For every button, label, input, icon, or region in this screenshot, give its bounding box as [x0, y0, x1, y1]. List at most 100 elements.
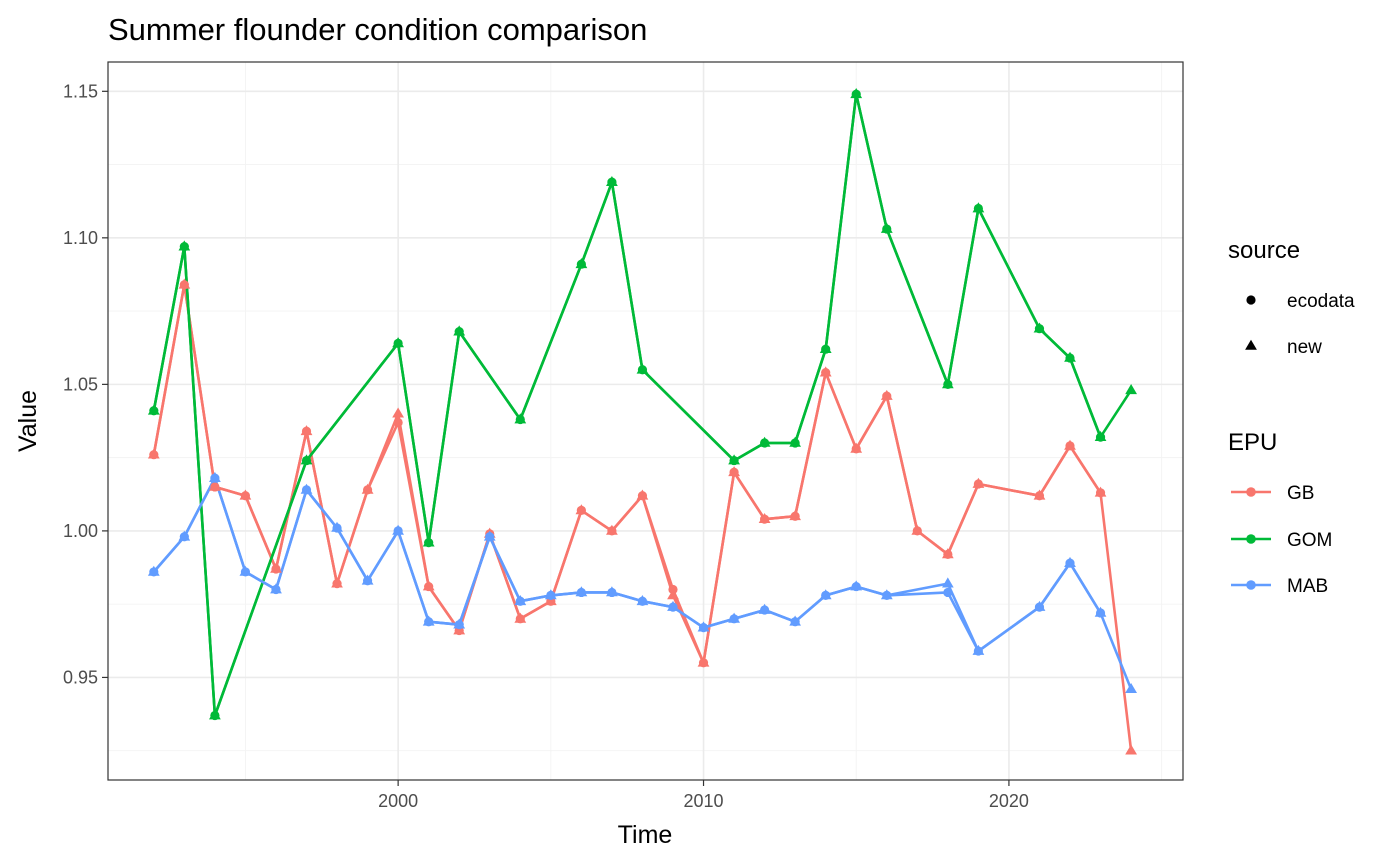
data-point-gom-ecodata — [943, 379, 953, 389]
data-point-mab-ecodata — [882, 590, 892, 600]
data-point-gb-ecodata — [576, 505, 586, 515]
data-point-mab-ecodata — [179, 532, 189, 542]
data-point-gom-ecodata — [1065, 353, 1075, 363]
data-point-gom-ecodata — [760, 438, 770, 448]
series-line-gom-new — [152, 92, 1133, 717]
data-point-gom-ecodata — [1034, 324, 1045, 334]
data-point-mab-ecodata — [1095, 608, 1106, 618]
data-point-gom-ecodata — [790, 438, 800, 448]
data-point-mab-ecodata — [668, 602, 678, 612]
data-point-gb-ecodata — [882, 391, 892, 401]
legend-label-mab: MAB — [1287, 576, 1328, 597]
legend-title-source: source — [1228, 237, 1300, 264]
data-point-gb-ecodata — [179, 280, 189, 290]
data-point-gb-ecodata — [943, 549, 953, 559]
legend-key-new — [1245, 339, 1257, 350]
data-point-gb-ecodata — [851, 444, 861, 454]
data-point-gom-ecodata — [607, 177, 617, 187]
data-point-gb-ecodata — [393, 417, 403, 428]
data-point-gb-ecodata — [790, 511, 800, 521]
y-tick-label: 1.00 — [63, 521, 98, 541]
data-point-mab-ecodata — [760, 605, 770, 615]
data-point-gb-ecodata — [424, 581, 434, 592]
y-tick-label: 1.10 — [63, 228, 98, 248]
data-point-gb-ecodata — [973, 479, 983, 489]
data-point-mab-ecodata — [790, 617, 800, 627]
x-tick-label: 2010 — [684, 791, 724, 811]
y-tick-label: 1.15 — [63, 81, 98, 101]
data-point-gom-new — [1125, 384, 1137, 395]
data-point-mab-ecodata — [698, 623, 709, 633]
x-axis-title: Time — [618, 821, 673, 849]
data-point-mab-ecodata — [240, 567, 251, 577]
data-point-gom-ecodata — [393, 338, 403, 348]
legend-key-point-gom — [1246, 534, 1256, 544]
data-point-mab-ecodata — [637, 596, 648, 606]
data-point-gb-ecodata — [332, 579, 342, 589]
data-point-gom-ecodata — [973, 203, 983, 214]
data-point-mab-ecodata — [943, 587, 953, 598]
data-point-gb-new — [667, 589, 679, 600]
data-point-gom-ecodata — [576, 259, 586, 269]
data-point-mab-ecodata — [546, 590, 556, 600]
legend-label-new: new — [1287, 337, 1322, 358]
data-point-mab-new — [942, 577, 954, 588]
data-point-mab-new — [1125, 683, 1137, 693]
y-axis-title: Value — [14, 390, 42, 452]
data-point-mab-ecodata — [515, 596, 525, 606]
legend-key-ecodata — [1246, 295, 1256, 305]
data-point-gb-ecodata — [362, 485, 373, 495]
data-point-gom-ecodata — [210, 710, 220, 721]
series-lines — [152, 92, 1133, 751]
data-point-gom-ecodata — [1095, 432, 1106, 442]
data-point-mab-ecodata — [362, 576, 373, 586]
plot-panel — [107, 61, 1184, 781]
data-point-gb-ecodata — [668, 584, 678, 595]
data-point-mab-ecodata — [424, 617, 434, 627]
legend-key-point-gb — [1246, 487, 1256, 497]
y-tick-label: 1.05 — [63, 374, 98, 394]
data-point-gb-ecodata — [912, 526, 922, 536]
data-point-gb-ecodata — [637, 491, 648, 501]
data-point-gb-new — [392, 407, 404, 418]
data-point-gom-ecodata — [149, 406, 159, 416]
data-point-mab-ecodata — [851, 581, 861, 592]
data-point-mab-ecodata — [485, 532, 495, 542]
data-point-mab-ecodata — [454, 620, 464, 630]
data-point-gb-ecodata — [1065, 441, 1075, 451]
data-point-gb-ecodata — [607, 526, 617, 536]
data-point-gb-ecodata — [821, 368, 831, 378]
legend-label-gom: GOM — [1287, 530, 1332, 551]
series-line-mab-ecodata — [152, 476, 1102, 653]
data-point-gb-ecodata — [271, 564, 281, 574]
series-line-gb-new — [152, 283, 1133, 751]
data-point-mab-ecodata — [210, 473, 220, 483]
data-point-mab-ecodata — [607, 587, 617, 598]
data-point-gb-new — [1125, 744, 1137, 755]
legend-title-epu: EPU — [1228, 429, 1277, 456]
x-tick-label: 2000 — [378, 791, 418, 811]
data-point-gom-ecodata — [179, 242, 189, 252]
data-point-mab-ecodata — [821, 590, 831, 600]
data-point-mab-ecodata — [301, 485, 312, 495]
data-point-mab-ecodata — [1034, 602, 1045, 612]
data-point-gom-ecodata — [454, 327, 464, 337]
data-point-mab-ecodata — [393, 526, 403, 536]
data-point-gom-ecodata — [882, 224, 892, 234]
data-point-gb-ecodata — [729, 467, 739, 477]
data-points — [147, 88, 1137, 755]
data-point-gom-ecodata — [851, 89, 861, 99]
data-point-mab-ecodata — [576, 587, 586, 598]
legend-key-point-mab — [1246, 580, 1256, 590]
grid — [108, 62, 1183, 780]
data-point-mab-ecodata — [271, 584, 281, 595]
data-point-gb-ecodata — [240, 491, 251, 501]
data-point-gb-ecodata — [210, 482, 220, 492]
data-point-gom-ecodata — [515, 414, 525, 425]
data-point-gb-ecodata — [1095, 488, 1106, 498]
legend: source ecodata new EPU GB GOM MAB — [1228, 237, 1355, 597]
data-point-gb-ecodata — [1034, 491, 1045, 501]
x-tick-label: 2020 — [989, 791, 1029, 811]
data-point-mab-ecodata — [332, 523, 342, 533]
axes: 2000 2010 2020 0.95 1.00 1.05 1.10 1.15 — [63, 81, 1029, 811]
